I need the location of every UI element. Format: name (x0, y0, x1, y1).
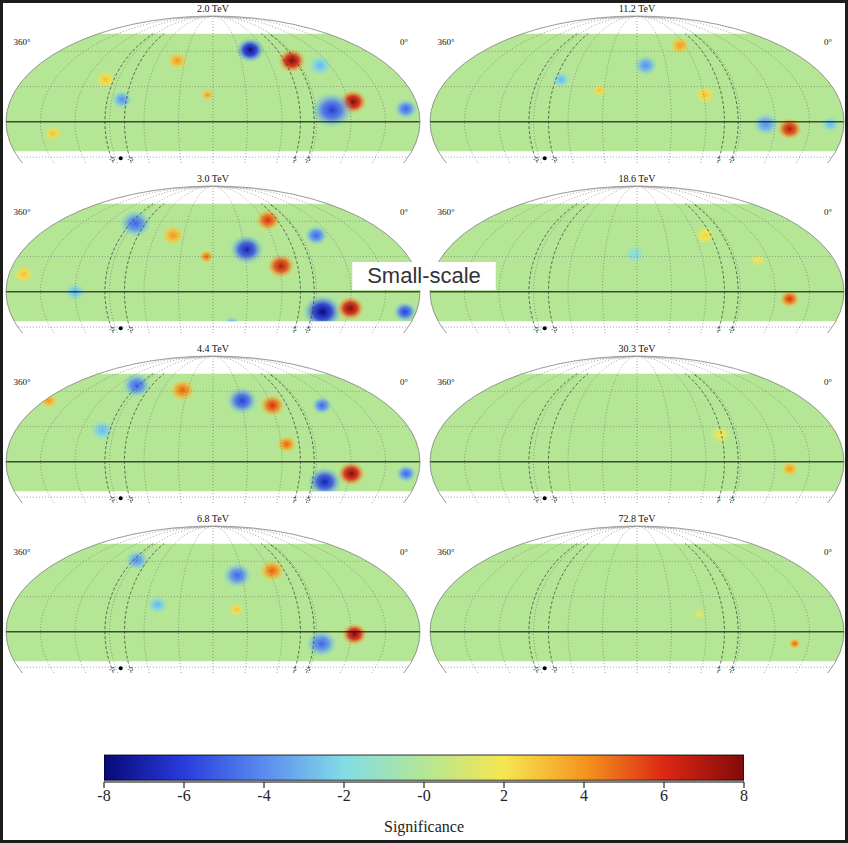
svg-text:-5: -5 (729, 495, 735, 503)
svg-text:-4: -4 (257, 787, 270, 804)
svg-text:6: 6 (660, 787, 668, 804)
svg-text:-5: -5 (305, 155, 311, 163)
svg-text:-5: -5 (551, 665, 557, 673)
svg-text:0°: 0° (824, 547, 833, 557)
svg-text:360°: 360° (437, 377, 455, 387)
svg-text:8: 8 (740, 787, 748, 804)
svg-text:360°: 360° (437, 547, 455, 557)
svg-text:2.0 TeV: 2.0 TeV (197, 3, 230, 14)
svg-text:-5: -5 (305, 665, 311, 673)
svg-text:-5: -5 (127, 665, 133, 673)
svg-text:-6: -6 (177, 787, 190, 804)
svg-text:Significance: Significance (384, 818, 464, 836)
svg-text:-5: -5 (729, 325, 735, 333)
svg-text:-5: -5 (109, 155, 115, 163)
svg-text:5: 5 (717, 155, 721, 163)
svg-text:-5: -5 (533, 155, 539, 163)
svg-text:6.8 TeV: 6.8 TeV (197, 513, 230, 524)
svg-text:-5: -5 (109, 495, 115, 503)
svg-text:5: 5 (293, 155, 297, 163)
svg-text:360°: 360° (13, 207, 31, 217)
svg-text:-5: -5 (551, 325, 557, 333)
svg-text:11.2 TeV: 11.2 TeV (619, 3, 656, 14)
svg-text:360°: 360° (437, 207, 455, 217)
svg-text:-5: -5 (127, 495, 133, 503)
svg-text:-5: -5 (533, 665, 539, 673)
svg-text:0°: 0° (400, 37, 409, 47)
svg-text:-5: -5 (127, 325, 133, 333)
svg-text:360°: 360° (437, 37, 455, 47)
svg-text:2: 2 (500, 787, 508, 804)
svg-text:-8: -8 (97, 787, 110, 804)
svg-text:4.4 TeV: 4.4 TeV (197, 343, 230, 354)
svg-text:360°: 360° (13, 377, 31, 387)
svg-text:360°: 360° (13, 37, 31, 47)
svg-text:-5: -5 (127, 155, 133, 163)
svg-text:0°: 0° (400, 207, 409, 217)
svg-text:-0: -0 (417, 787, 430, 804)
svg-text:0°: 0° (824, 37, 833, 47)
svg-text:18.6 TeV: 18.6 TeV (619, 173, 657, 184)
svg-text:0°: 0° (400, 377, 409, 387)
svg-text:-5: -5 (533, 325, 539, 333)
svg-text:-2: -2 (337, 787, 350, 804)
svg-text:-5: -5 (533, 495, 539, 503)
svg-text:-5: -5 (109, 325, 115, 333)
svg-text:-5: -5 (551, 495, 557, 503)
svg-text:-5: -5 (109, 665, 115, 673)
svg-text:5: 5 (717, 495, 721, 503)
svg-text:30.3 TeV: 30.3 TeV (619, 343, 657, 354)
svg-text:72.8 TeV: 72.8 TeV (619, 513, 657, 524)
svg-text:360°: 360° (13, 547, 31, 557)
svg-text:0°: 0° (824, 377, 833, 387)
svg-text:4: 4 (580, 787, 588, 804)
svg-text:-5: -5 (305, 495, 311, 503)
svg-text:0°: 0° (400, 547, 409, 557)
svg-text:-5: -5 (305, 325, 311, 333)
svg-text:-5: -5 (729, 665, 735, 673)
svg-text:5: 5 (293, 665, 297, 673)
svg-text:0°: 0° (824, 207, 833, 217)
svg-text:5: 5 (293, 495, 297, 503)
svg-text:5: 5 (717, 665, 721, 673)
svg-text:-5: -5 (729, 155, 735, 163)
svg-text:3.0 TeV: 3.0 TeV (197, 173, 230, 184)
svg-text:5: 5 (717, 325, 721, 333)
svg-text:5: 5 (293, 325, 297, 333)
svg-text:-5: -5 (551, 155, 557, 163)
svg-text:Small-scale: Small-scale (367, 263, 481, 288)
